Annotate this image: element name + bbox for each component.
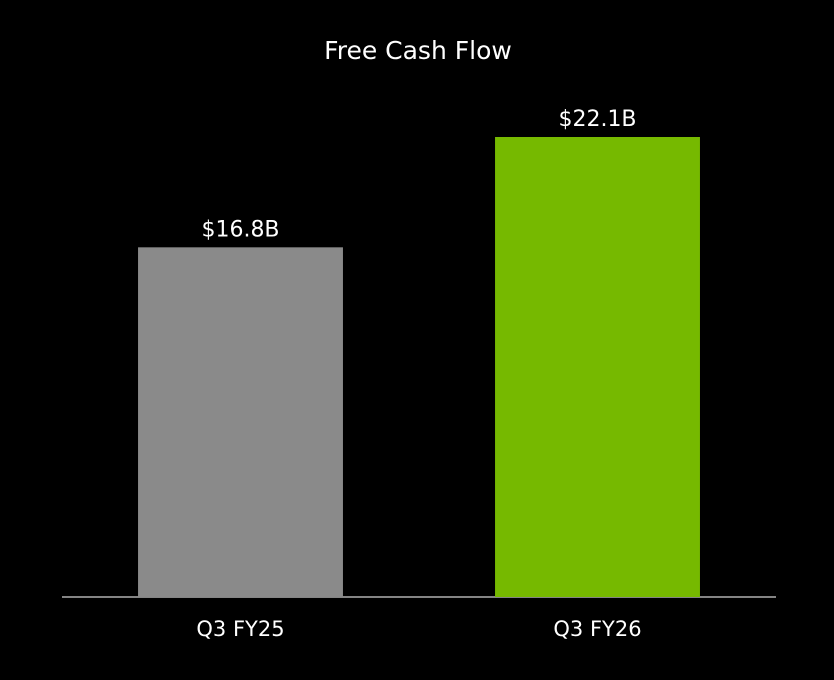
bar — [138, 247, 343, 597]
bar — [495, 137, 700, 597]
x-tick-label: Q3 FY26 — [553, 617, 641, 641]
x-tick-label: Q3 FY25 — [196, 617, 284, 641]
value-label: $16.8B — [201, 217, 279, 242]
chart-title: Free Cash Flow — [324, 36, 512, 65]
value-label: $22.1B — [558, 107, 636, 132]
